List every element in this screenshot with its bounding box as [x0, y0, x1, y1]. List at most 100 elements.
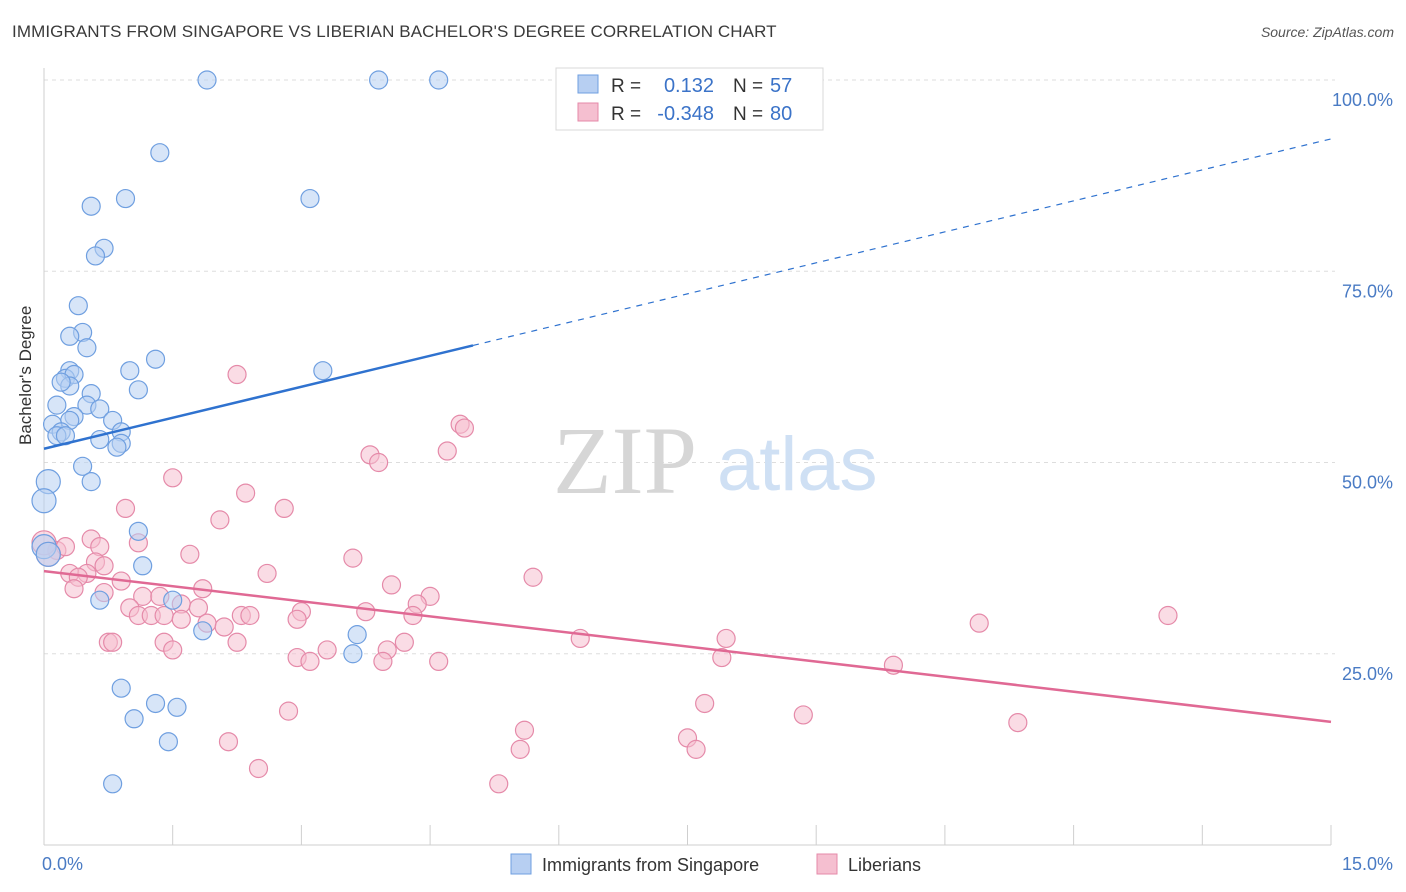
singapore-points	[31, 70, 449, 794]
singapore-point-24	[90, 399, 110, 419]
liberians-point-51	[969, 613, 989, 633]
singapore-point-14	[313, 361, 333, 381]
singapore-point-5	[115, 188, 136, 209]
liberians-point-65	[373, 651, 393, 672]
liberians-point-66	[429, 651, 449, 672]
liberians-point-10	[210, 510, 230, 530]
legend-swatch-liberians	[816, 853, 838, 875]
singapore-point-6	[81, 196, 101, 216]
liberians-point-78	[248, 758, 269, 779]
y-tick-label-1: 50.0%	[1342, 473, 1393, 493]
liberians-point-64	[300, 651, 320, 672]
legend: Immigrants from Singapore Liberians	[510, 853, 921, 875]
singapore-point-55	[103, 774, 123, 794]
singapore-point-37	[73, 456, 93, 476]
singapore-point-0	[197, 70, 217, 90]
liberians-point-28	[381, 575, 402, 595]
singapore-point-2	[429, 70, 449, 90]
watermark-zip: ZIP	[553, 407, 697, 514]
liberians-point-45	[240, 605, 260, 626]
singapore-point-38	[81, 472, 101, 492]
stats-r-label-2: R =	[611, 104, 641, 125]
chart-source: Source: ZipAtlas.com	[1260, 24, 1394, 40]
liberians-point-40	[356, 602, 376, 622]
liberians-point-2	[454, 418, 475, 438]
watermark-atlas: atlas	[717, 422, 878, 507]
singapore-point-9	[68, 296, 88, 316]
singapore-point-25	[47, 395, 67, 415]
singapore-point-48	[347, 625, 367, 645]
liberians-point-46	[287, 609, 307, 629]
liberians-point-67	[712, 647, 732, 668]
singapore-point-51	[145, 693, 166, 714]
singapore-point-41	[128, 521, 148, 541]
liberians-point-0	[227, 364, 247, 385]
liberians-point-48	[171, 609, 191, 629]
liberians-point-29	[64, 579, 84, 599]
liberians-trend-line	[43, 569, 1332, 724]
axes	[43, 68, 1332, 846]
singapore-point-52	[167, 697, 187, 717]
singapore-point-53	[124, 709, 144, 729]
singapore-point-21	[128, 380, 148, 400]
liberians-point-26	[257, 563, 277, 584]
liberians-point-52	[1158, 605, 1178, 626]
singapore-point-46	[163, 590, 183, 610]
liberians-point-58	[394, 632, 414, 652]
x-tick-label-0: 0.0%	[42, 854, 83, 874]
liberians-point-72	[1008, 712, 1028, 733]
singapore-point-47	[193, 621, 213, 641]
x-tick-label-1: 15.0%	[1342, 854, 1393, 874]
liberians-point-79	[489, 774, 509, 794]
liberians-point-5	[437, 441, 457, 461]
liberians-point-6	[163, 468, 183, 488]
liberians-point-76	[510, 739, 530, 759]
singapore-point-36	[107, 437, 127, 457]
trend-lines	[43, 138, 1332, 724]
liberians-point-73	[514, 720, 535, 740]
singapore-point-49	[343, 644, 363, 664]
liberians-point-37	[188, 598, 209, 618]
y-axis-label: Bachelor's Degree	[16, 305, 35, 445]
stats-n-value-2: 80	[770, 103, 792, 125]
singapore-trend-line	[43, 344, 474, 450]
stats-n-label-1: N =	[733, 76, 763, 97]
liberians-point-19	[343, 548, 363, 568]
liberians-point-4	[369, 452, 389, 473]
stats-r-value-1: 0.132	[664, 75, 714, 97]
stats-swatch-pink	[577, 102, 599, 122]
stats-swatch-blue	[577, 74, 599, 94]
singapore-point-13	[145, 349, 166, 369]
stats-n-label-2: N =	[733, 104, 763, 125]
y-tick-label-3: 100.0%	[1332, 90, 1393, 110]
liberians-point-21	[94, 556, 114, 576]
legend-label-singapore: Immigrants from Singapore	[542, 855, 759, 875]
liberians-point-9	[115, 498, 136, 518]
chart-title: IMMIGRANTS FROM SINGAPORE VS LIBERIAN BA…	[12, 22, 777, 41]
singapore-point-11	[60, 326, 80, 346]
liberians-point-74	[218, 732, 239, 752]
liberians-point-50	[214, 617, 234, 637]
singapore-point-12	[77, 338, 97, 358]
liberians-point-57	[227, 632, 247, 652]
liberians-point-7	[236, 483, 256, 503]
liberians-point-71	[793, 705, 813, 725]
liberians-point-62	[317, 640, 337, 660]
legend-swatch-singapore	[510, 853, 532, 875]
liberians-point-77	[686, 739, 706, 759]
singapore-point-1	[369, 70, 389, 90]
singapore-point-8	[85, 246, 106, 266]
stats-r-label-1: R =	[611, 76, 641, 97]
stats-box: R = 0.132 N = 57 R = -0.348 N = 80	[555, 67, 824, 131]
stats-r-value-2: -0.348	[657, 103, 714, 125]
liberians-point-54	[103, 632, 123, 652]
liberians-point-69	[278, 701, 299, 721]
grid-lines	[44, 79, 1335, 655]
singapore-point-40	[31, 488, 57, 514]
singapore-point-44	[133, 556, 153, 576]
y-tick-label-0: 25.0%	[1342, 664, 1393, 684]
liberians-point-27	[523, 567, 543, 587]
legend-label-liberians: Liberians	[848, 855, 921, 875]
singapore-point-20	[51, 372, 71, 392]
